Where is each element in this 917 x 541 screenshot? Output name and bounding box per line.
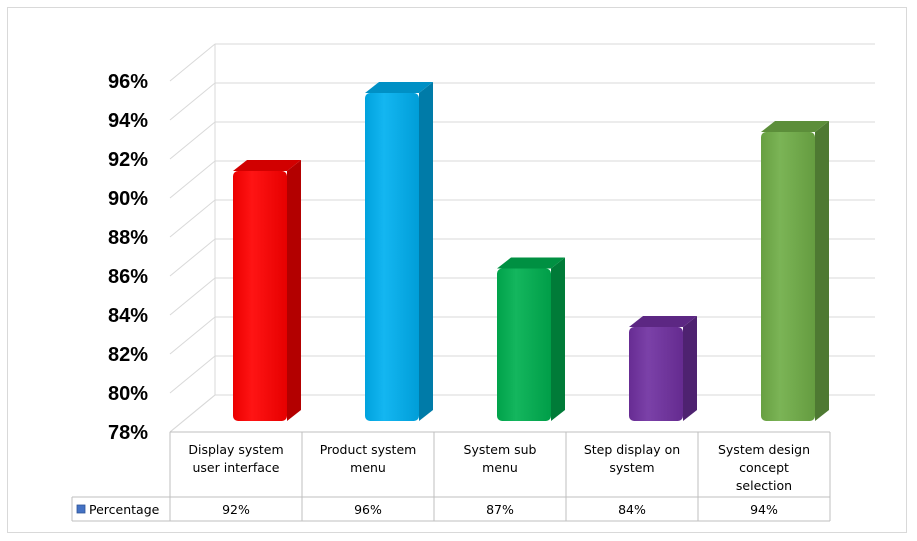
- bar-4: [629, 316, 697, 421]
- bar-1: [233, 160, 301, 421]
- category-label: System design: [718, 442, 810, 457]
- bar-side: [419, 82, 433, 421]
- bar-side: [815, 121, 829, 421]
- data-label: 92%: [222, 502, 250, 517]
- y-axis-tick-labels: 78% 80% 82% 84% 86% 88% 90% 92% 94% 96%: [108, 71, 148, 444]
- category-label: system: [609, 460, 654, 475]
- bar-top: [761, 121, 829, 132]
- gridline-side-88: [169, 199, 216, 238]
- bar-top: [497, 257, 565, 269]
- category-label: selection: [736, 478, 792, 493]
- category-label: menu: [482, 460, 518, 475]
- bar-top: [629, 316, 697, 327]
- gridline-side-80: [169, 355, 216, 394]
- bar-front: [629, 327, 683, 421]
- bar-side: [287, 160, 301, 421]
- data-label: 84%: [618, 502, 646, 517]
- y-tick-label: 78%: [108, 422, 148, 444]
- gridline-side-96: [169, 43, 216, 82]
- category-label: System sub: [464, 442, 537, 457]
- y-tick-label: 94%: [108, 110, 148, 132]
- gridline-side-90: [169, 160, 216, 199]
- gridline-side-92: [169, 121, 216, 160]
- bars: [233, 82, 829, 421]
- gridline-side-86: [169, 238, 216, 277]
- y-tick-label: 92%: [108, 149, 148, 171]
- bar-side: [551, 257, 565, 421]
- data-label: 96%: [354, 502, 382, 517]
- legend-series-name: Percentage: [89, 502, 160, 517]
- bar-3: [497, 257, 565, 421]
- data-label: 94%: [750, 502, 778, 517]
- y-tick-label: 84%: [108, 305, 148, 327]
- gridline-side-84: [169, 277, 216, 316]
- y-tick-label: 88%: [108, 227, 148, 249]
- gridline-side-78: [169, 394, 216, 433]
- bar-front: [365, 93, 419, 421]
- bar-top: [365, 82, 433, 93]
- category-label: user interface: [193, 460, 280, 475]
- y-tick-label: 80%: [108, 383, 148, 405]
- chart-frame: [7, 7, 907, 533]
- bar-top: [233, 160, 301, 171]
- category-label: Product system: [320, 442, 417, 457]
- data-label: 87%: [486, 502, 514, 517]
- y-tick-label: 86%: [108, 266, 148, 288]
- bar-front: [233, 171, 287, 421]
- bar-front: [497, 268, 551, 421]
- data-table: Display system user interface Product syst…: [71, 431, 831, 522]
- y-tick-label: 96%: [108, 71, 148, 93]
- y-tick-label: 82%: [108, 344, 148, 366]
- category-label: Display system: [188, 442, 283, 457]
- legend-marker: [76, 504, 86, 514]
- category-label: Step display on: [584, 442, 680, 457]
- gridline-side-82: [169, 316, 216, 355]
- y-tick-label: 90%: [108, 188, 148, 210]
- bar-front: [761, 132, 815, 421]
- bar-side: [683, 316, 697, 421]
- bar-2: [365, 82, 433, 421]
- category-label: concept: [739, 460, 789, 475]
- gridline-side-94: [169, 82, 216, 121]
- bar-5: [761, 121, 829, 421]
- category-label: menu: [350, 460, 386, 475]
